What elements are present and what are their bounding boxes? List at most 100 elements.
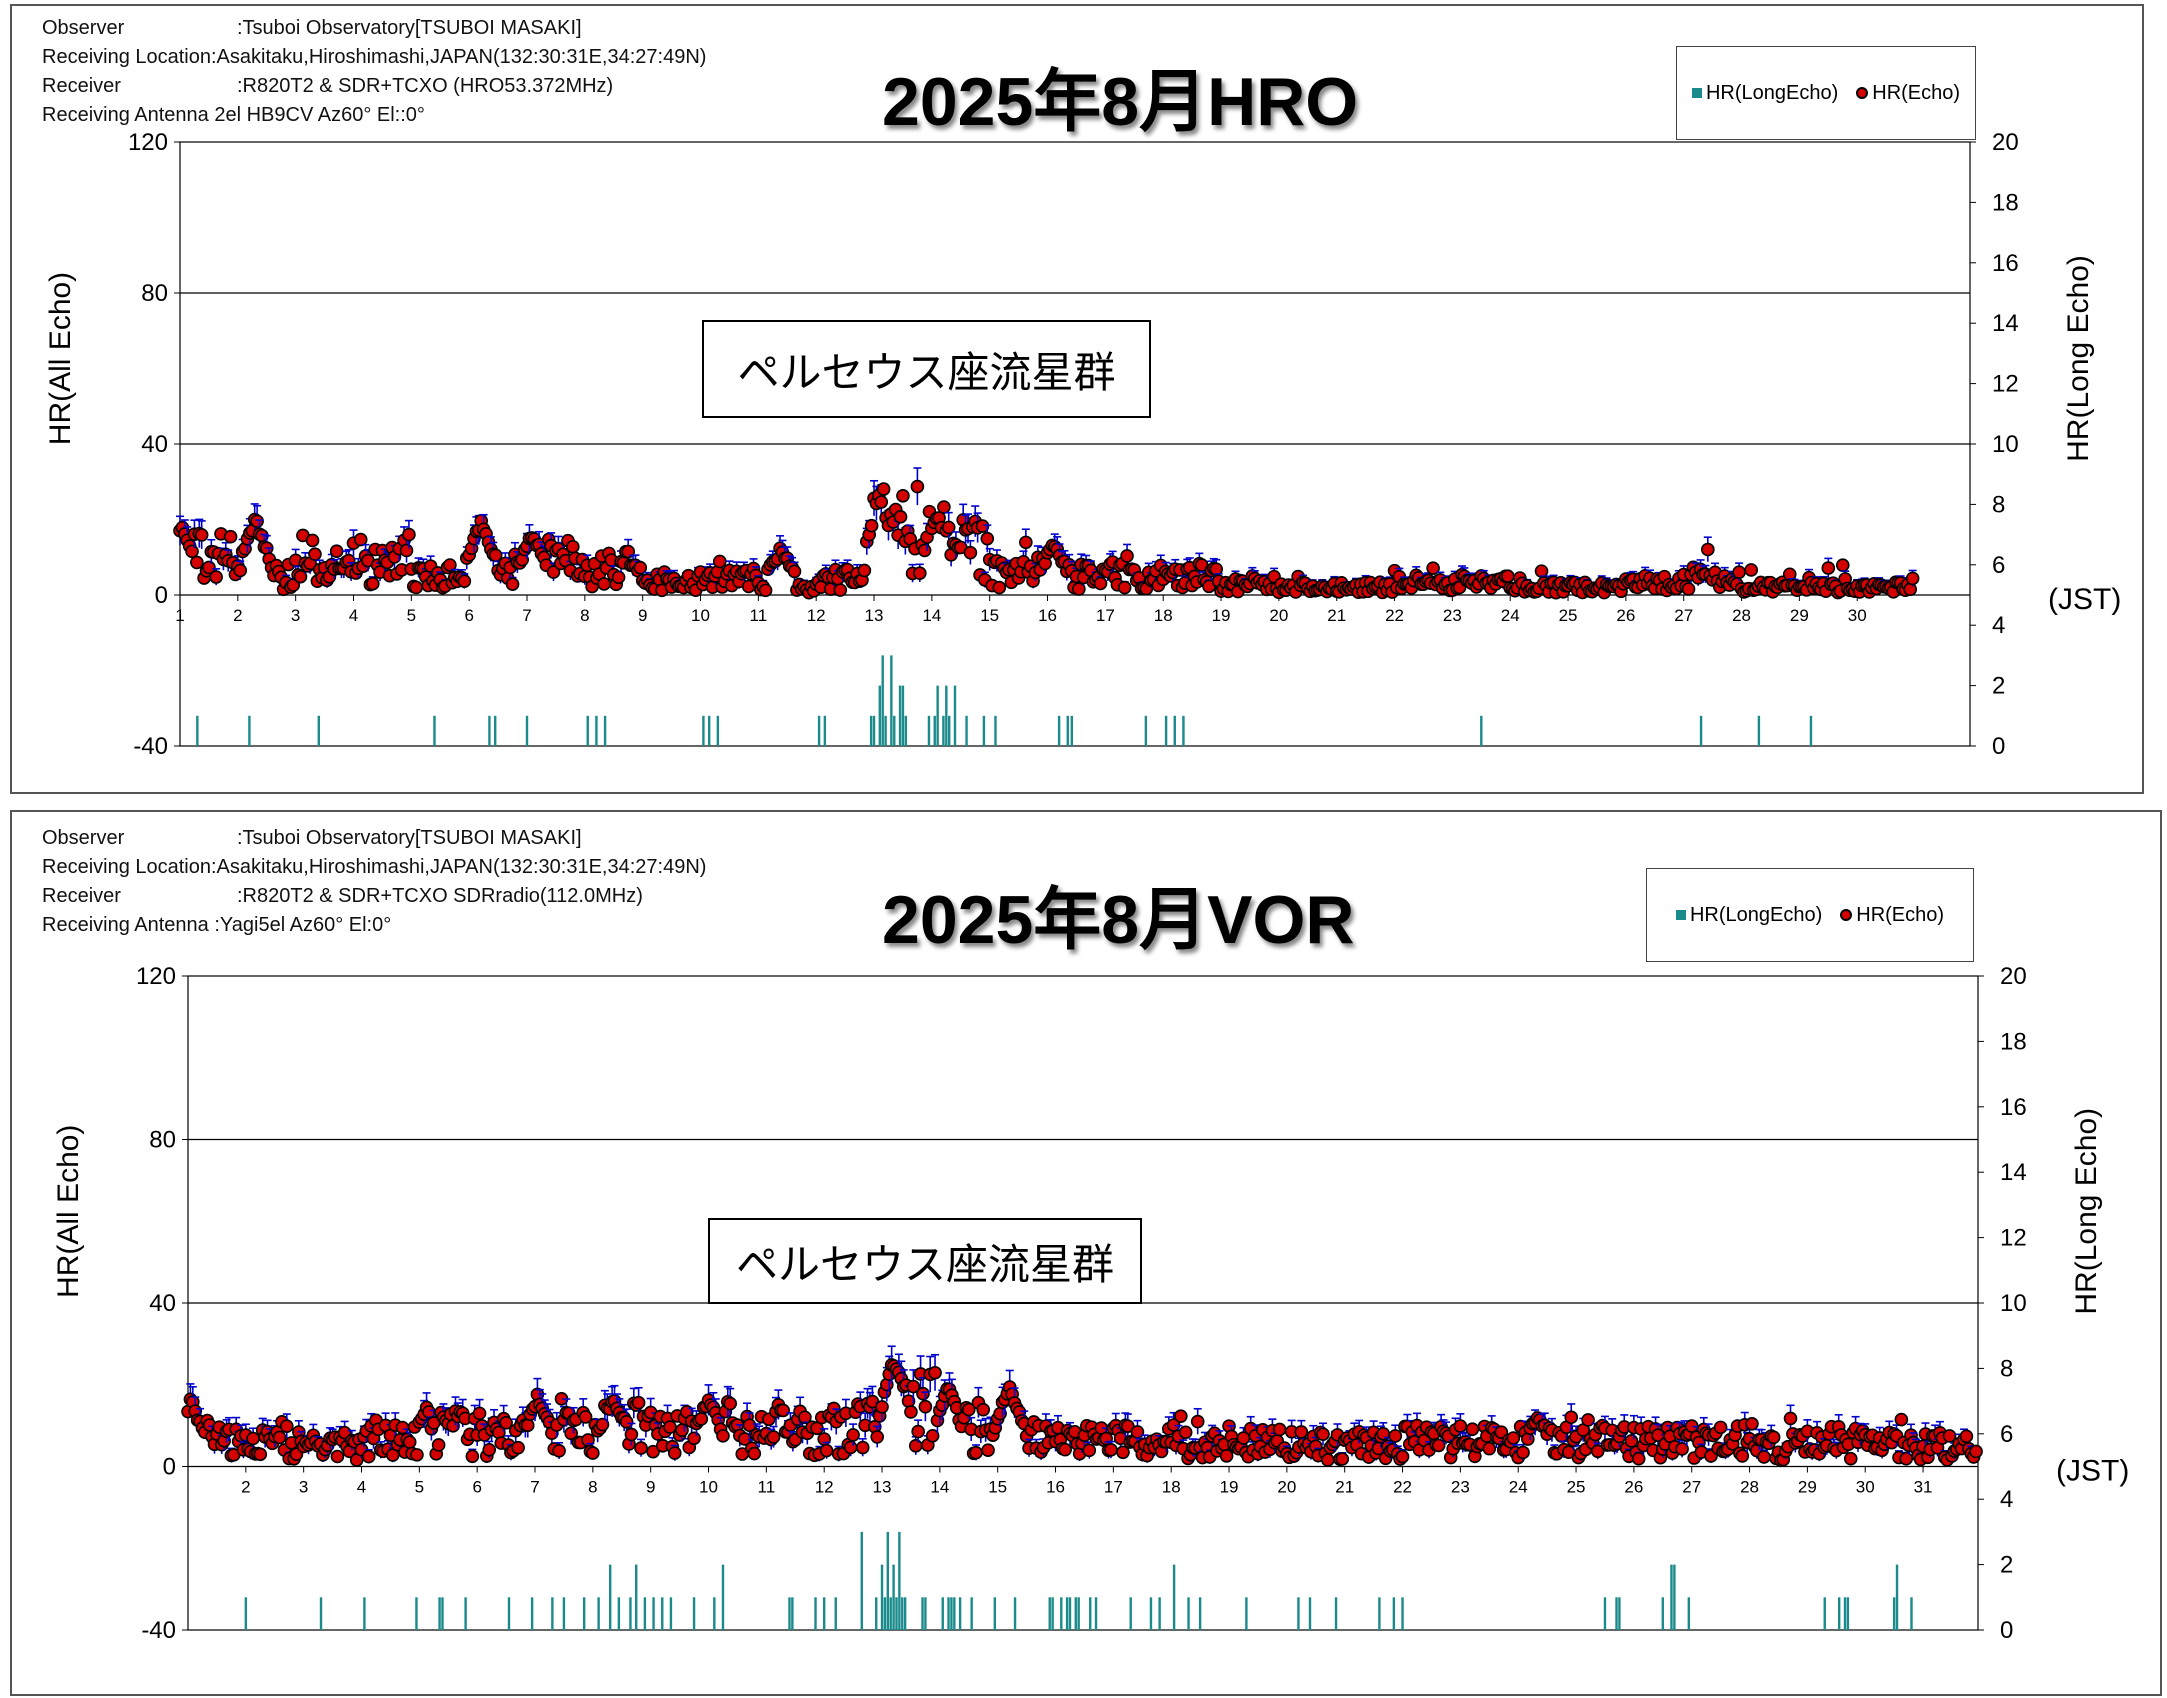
echo-point bbox=[194, 528, 209, 542]
echo-point bbox=[864, 518, 879, 533]
x-tick-label: 23 bbox=[1451, 1478, 1470, 1497]
echo-points bbox=[173, 467, 1920, 600]
x-tick-label: 20 bbox=[1277, 1478, 1296, 1497]
echo-point bbox=[1959, 1429, 1974, 1444]
x-tick-label: 21 bbox=[1335, 1478, 1354, 1497]
x-tick-label: 29 bbox=[1798, 1478, 1817, 1497]
y-tick-label: -40 bbox=[133, 733, 168, 760]
echo-point bbox=[855, 1440, 870, 1455]
echo-point bbox=[1969, 1444, 1983, 1459]
echo-point bbox=[353, 532, 368, 547]
echo-point bbox=[1534, 564, 1549, 578]
y2-tick-label: 2 bbox=[2000, 1552, 2013, 1579]
echo-point bbox=[833, 583, 848, 597]
echo-point bbox=[1482, 1441, 1497, 1456]
meta-observer: Observer:Tsuboi Observatory[TSUBOI MASAK… bbox=[42, 827, 582, 849]
x-tick-label: 17 bbox=[1104, 1478, 1123, 1497]
x-tick-label: 13 bbox=[865, 606, 884, 625]
echo-point bbox=[819, 1443, 834, 1458]
echo-point bbox=[787, 564, 802, 579]
echo-point bbox=[918, 1399, 933, 1414]
legend-long-echo-swatch bbox=[1691, 88, 1702, 98]
jst-unit-label: (JST) bbox=[2056, 1455, 2129, 1488]
x-tick-label: 9 bbox=[638, 606, 647, 625]
x-tick-label: 23 bbox=[1443, 606, 1462, 625]
echo-point bbox=[250, 514, 264, 528]
x-tick-label: 9 bbox=[646, 1478, 655, 1497]
x-tick-label: 26 bbox=[1624, 1478, 1643, 1497]
y2-tick-label: 6 bbox=[2000, 1421, 2013, 1448]
echo-point bbox=[893, 510, 908, 524]
y2-tick-label: 8 bbox=[1992, 491, 2005, 518]
echo-point bbox=[1174, 1409, 1188, 1423]
x-tick-label: 31 bbox=[1914, 1478, 1933, 1497]
echo-point bbox=[1735, 1449, 1750, 1463]
legend-long-echo-swatch bbox=[1675, 910, 1686, 920]
echo-point bbox=[1130, 1425, 1145, 1439]
x-tick-label: 3 bbox=[291, 606, 300, 625]
echo-point bbox=[963, 545, 978, 560]
legend-echo: HR(Echo) bbox=[1840, 904, 1944, 927]
chart-title: 2025年8月VOR bbox=[882, 882, 1355, 958]
x-tick-label: 10 bbox=[699, 1478, 718, 1497]
x-tick-label: 13 bbox=[873, 1478, 892, 1497]
echo-point bbox=[293, 569, 308, 584]
echo-point bbox=[846, 1428, 860, 1442]
x-tick-label: 28 bbox=[1732, 606, 1751, 625]
y2-tick-label: 10 bbox=[2000, 1290, 2027, 1317]
echo-point bbox=[402, 527, 416, 542]
echo-point bbox=[633, 560, 648, 575]
echo-point bbox=[1190, 1414, 1205, 1429]
echo-point bbox=[443, 558, 457, 572]
echo-point bbox=[1072, 582, 1086, 596]
x-tick-label: 29 bbox=[1790, 606, 1809, 625]
echo-point bbox=[1104, 1443, 1118, 1457]
echo-point bbox=[975, 519, 990, 533]
chart-title: 2025年8月HRO bbox=[882, 64, 1359, 140]
echo-point bbox=[766, 1430, 781, 1444]
x-tick-label: 17 bbox=[1096, 606, 1115, 625]
y2-tick-label: 4 bbox=[1992, 612, 2005, 639]
x-tick-label: 28 bbox=[1740, 1478, 1759, 1497]
echo-point bbox=[631, 1395, 646, 1410]
x-tick-label: 19 bbox=[1220, 1478, 1239, 1497]
echo-point bbox=[857, 563, 872, 578]
echo-point bbox=[876, 482, 891, 496]
y2-tick-label: 12 bbox=[1992, 371, 2019, 398]
echo-point bbox=[1521, 1432, 1535, 1446]
echo-point bbox=[1783, 1411, 1798, 1426]
x-tick-label: 5 bbox=[415, 1478, 424, 1497]
echo-point bbox=[472, 1406, 487, 1421]
echo-point bbox=[870, 1430, 885, 1444]
echo-point bbox=[410, 1448, 424, 1462]
y-axis-title: HR(All Echo) bbox=[44, 272, 77, 445]
echo-point bbox=[634, 1441, 648, 1455]
x-tick-label: 1 bbox=[175, 606, 184, 625]
echo-point bbox=[798, 1410, 812, 1425]
echo-point bbox=[1395, 1449, 1410, 1464]
meta-location: Receiving Location:Asakitaku,Hiroshimash… bbox=[42, 46, 707, 68]
jst-unit-label: (JST) bbox=[2048, 583, 2121, 616]
y2-tick-label: 14 bbox=[1992, 310, 2019, 337]
echo-point bbox=[1178, 1425, 1193, 1440]
echo-point bbox=[272, 1430, 287, 1445]
echo-point bbox=[202, 560, 216, 575]
y2-tick-label: 6 bbox=[1992, 552, 2005, 579]
echo-points bbox=[181, 1345, 1983, 1468]
meta-antenna: Receiving Antenna 2el HB9CV Az60° El::0° bbox=[42, 104, 425, 126]
y-tick-label: 120 bbox=[128, 129, 168, 156]
echo-point bbox=[1899, 1451, 1913, 1466]
echo-point bbox=[908, 1439, 923, 1453]
echo-point bbox=[875, 1400, 889, 1414]
y-tick-label: 40 bbox=[141, 431, 168, 458]
echo-point bbox=[1082, 1443, 1097, 1458]
echo-point bbox=[911, 1424, 925, 1439]
y2-tick-label: 0 bbox=[1992, 733, 2005, 760]
echo-point bbox=[308, 547, 322, 562]
echo-point bbox=[1431, 1438, 1446, 1453]
vor-chart-panel: Observer:Tsuboi Observatory[TSUBOI MASAK… bbox=[10, 810, 2162, 1696]
echo-point bbox=[1316, 1427, 1330, 1442]
echo-point bbox=[1745, 1416, 1759, 1431]
echo-point bbox=[402, 1435, 417, 1449]
